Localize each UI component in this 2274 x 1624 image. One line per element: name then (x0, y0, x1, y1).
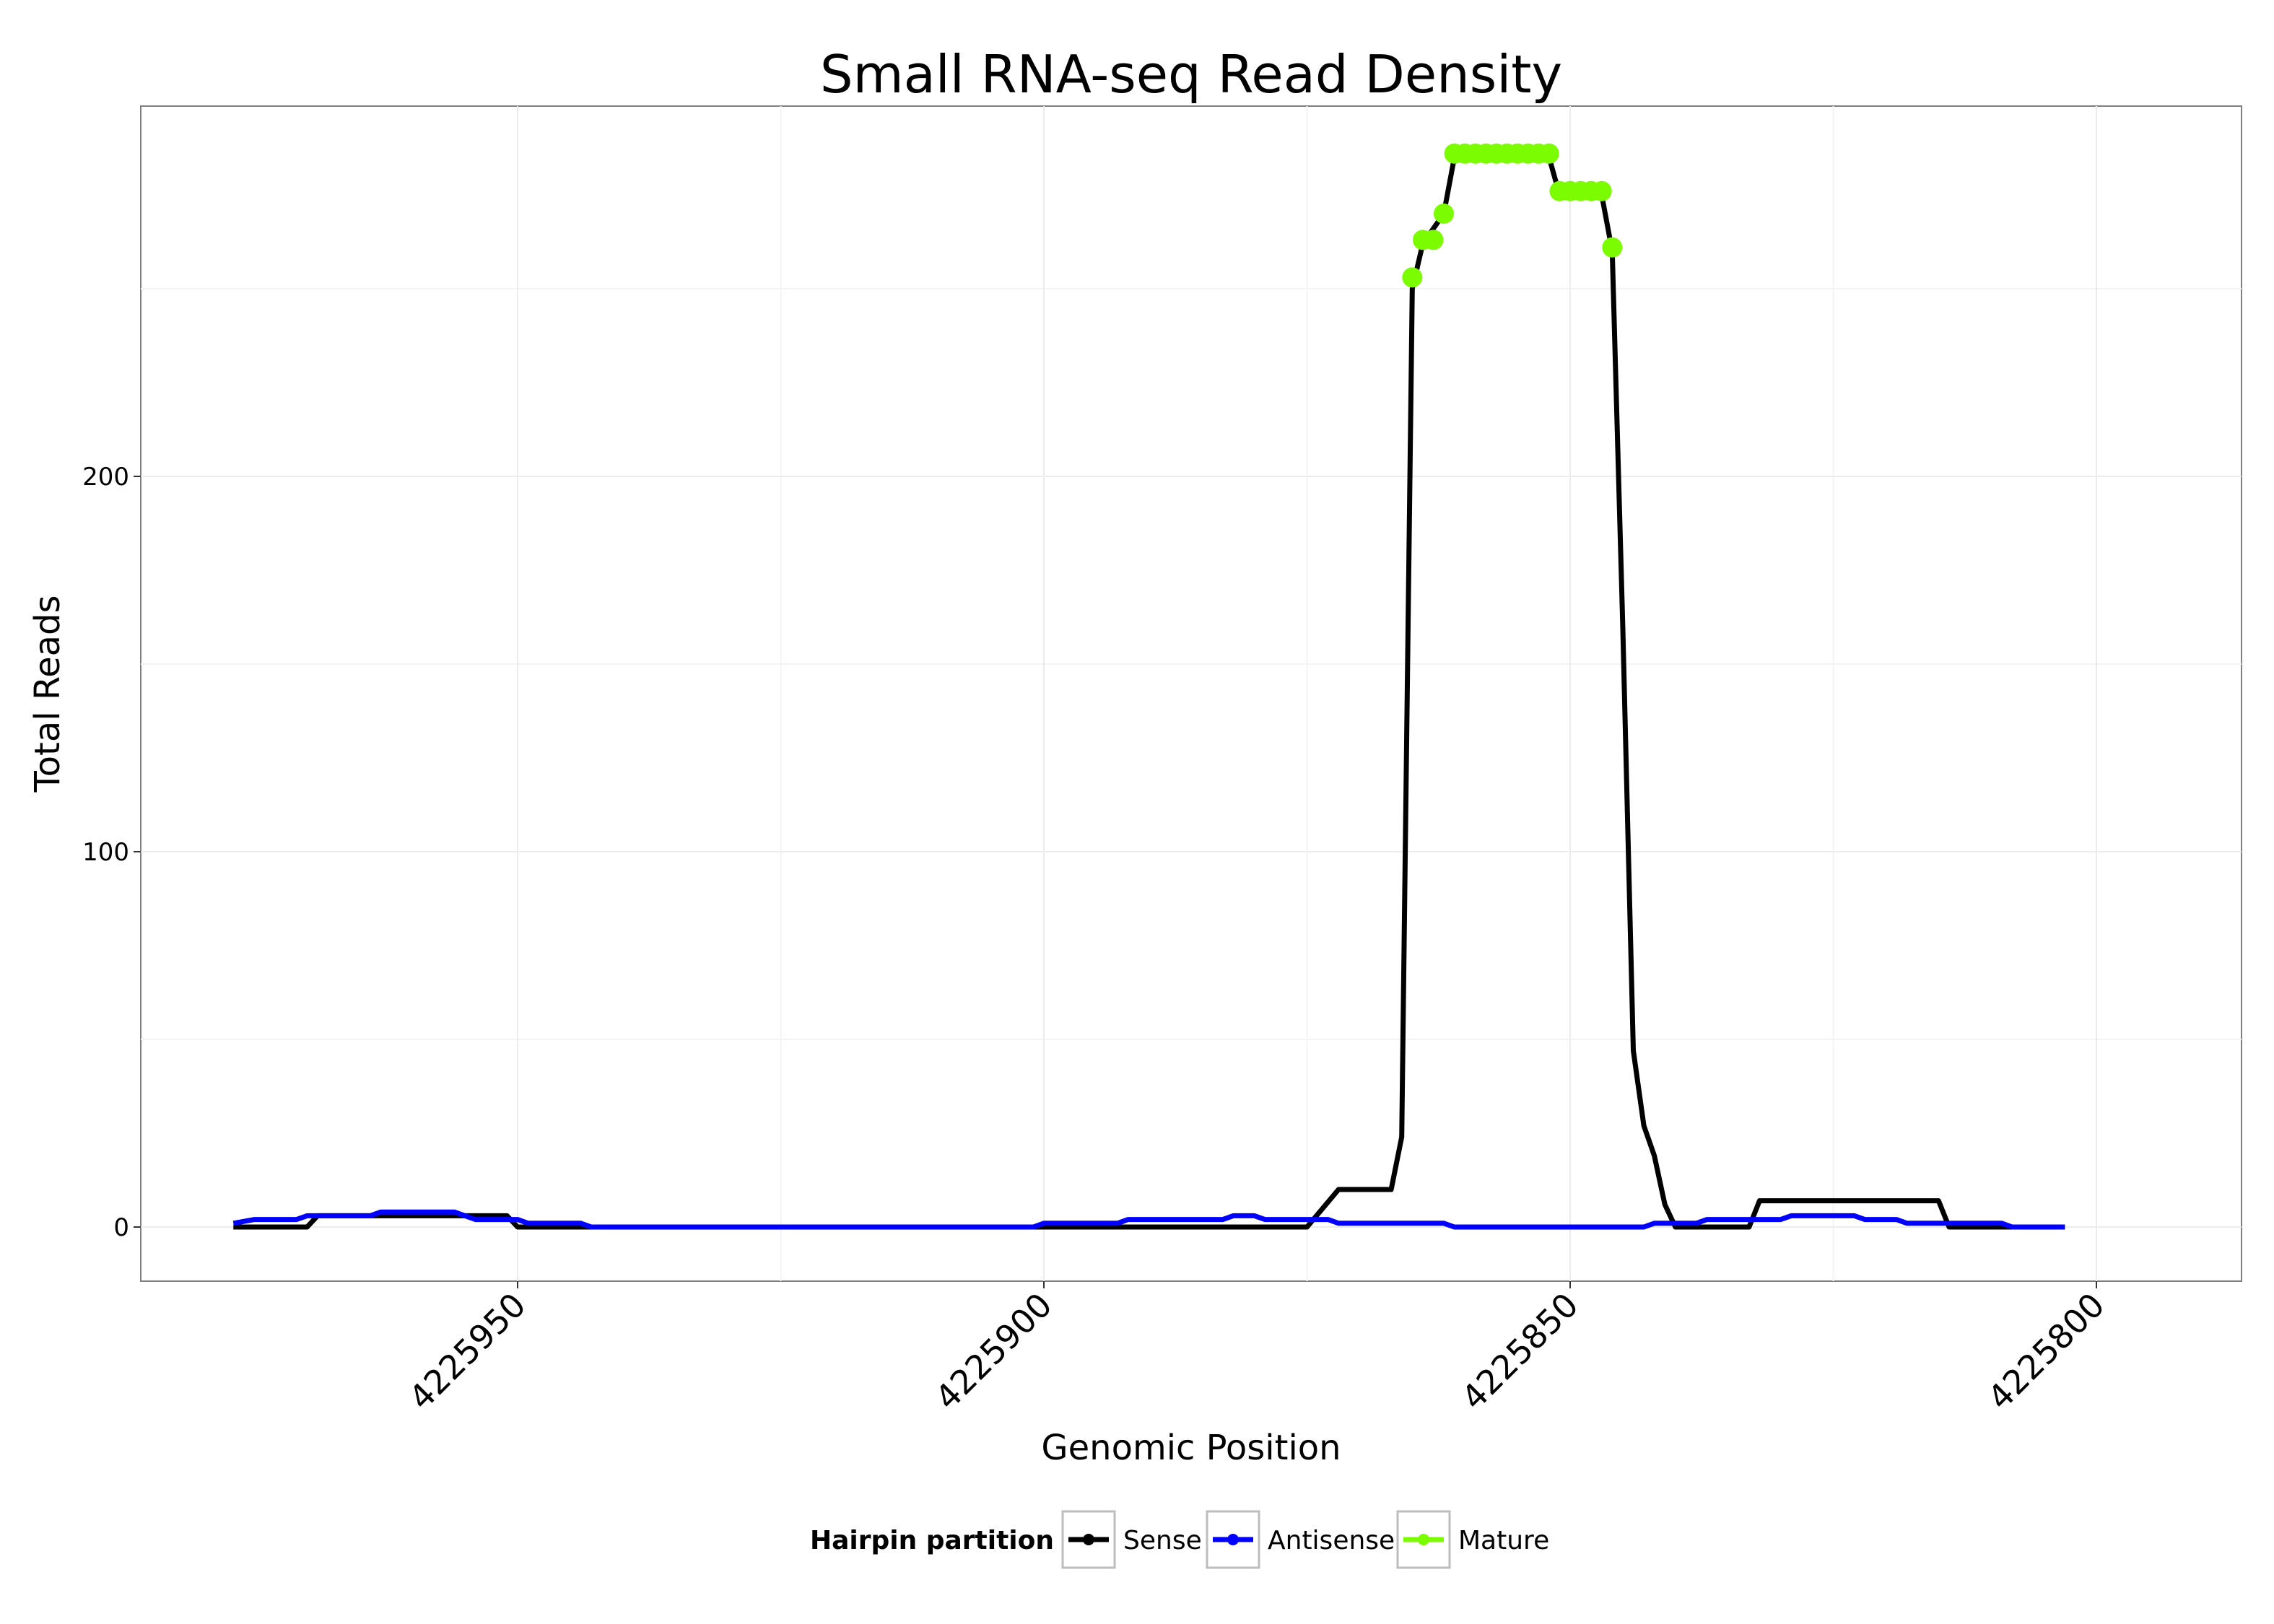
mature-point (1538, 143, 1559, 164)
legend-key-dot (1083, 1534, 1094, 1545)
series-line-antisense (232, 1209, 2065, 1230)
y-tick-label: 200 (82, 463, 129, 492)
legend-key-dot (1418, 1534, 1429, 1545)
legend-title: Hairpin partition (810, 1526, 1054, 1555)
x-axis-title: Genomic Position (1041, 1428, 1341, 1468)
legend-label: Antisense (1268, 1526, 1395, 1555)
legend-item-antisense: Antisense (1206, 1510, 1395, 1569)
mature-point (1602, 237, 1623, 258)
chart-title: Small RNA-seq Read Density (820, 44, 1562, 105)
legend-label: Sense (1123, 1526, 1202, 1555)
mature-point (1434, 204, 1454, 224)
mature-point (1402, 267, 1423, 288)
x-tick-label: 4225850 (1454, 1285, 1586, 1418)
legend-entries: Sense Antisense Mature (1061, 1510, 1549, 1569)
y-axis: 0 100 200 (82, 463, 141, 1242)
minor-gridlines (141, 106, 2242, 1281)
x-tick-label: 4225950 (401, 1285, 533, 1418)
y-axis-title: Total Reads (27, 595, 68, 793)
legend-item-sense: Sense (1061, 1510, 1202, 1569)
legend-label: Mature (1458, 1526, 1549, 1555)
x-axis: 4225950 4225900 4225850 4225800 (401, 1281, 2112, 1418)
mature-point (1591, 180, 1612, 201)
legend: Hairpin partition Sense Antisense Mature (810, 1510, 1549, 1569)
legend-item-mature: Mature (1396, 1510, 1549, 1569)
mature-point (1423, 230, 1444, 250)
legend-key-dot (1227, 1534, 1239, 1545)
series-layer (232, 143, 2065, 1230)
x-tick-label: 4225900 (928, 1285, 1060, 1418)
plot-panel (140, 105, 2242, 1282)
x-tick-label: 4225800 (1980, 1285, 2112, 1418)
y-tick-label: 100 (82, 838, 129, 867)
plot-border (140, 105, 2242, 1282)
y-tick-label: 0 (113, 1213, 129, 1242)
